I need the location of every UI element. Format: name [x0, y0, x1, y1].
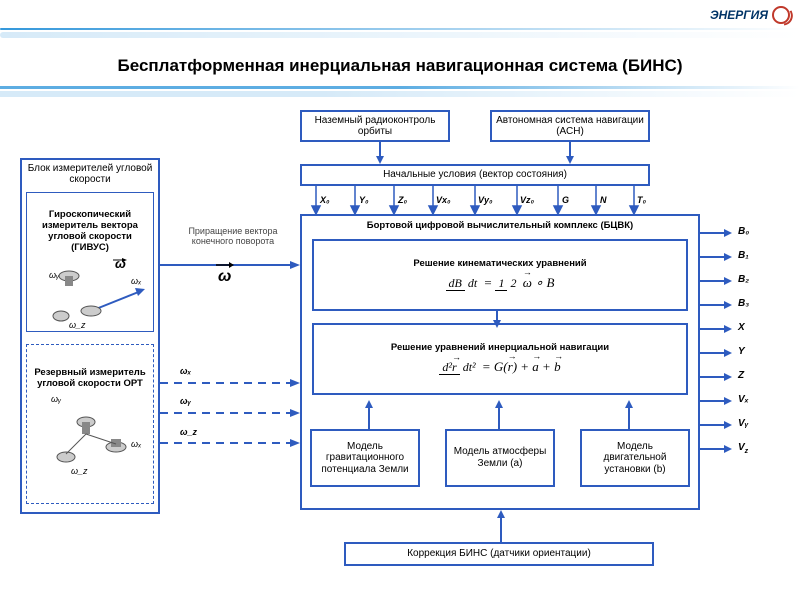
param-g: G: [562, 195, 569, 205]
box-thrust-model: Модель двигательной установки (b): [580, 429, 690, 487]
logo-text: ЭНЕРГИЯ: [710, 8, 768, 22]
box-radio-control: Наземный радиоконтроль орбиты: [300, 110, 450, 142]
bcvk-label: Бортовой цифровой вычислительный комплек…: [364, 218, 636, 235]
arrow-out-0: [700, 228, 732, 238]
label-wz: ω_z: [180, 427, 197, 437]
label-wx: ωₓ: [180, 366, 191, 376]
arrow-out-8: [700, 420, 732, 430]
arrow-out-5: [700, 348, 732, 358]
arrow-ort-wx: [160, 378, 300, 388]
arrow-out-1: [700, 252, 732, 262]
title-underline: [0, 86, 800, 89]
arrow-ort-wy: [160, 408, 300, 418]
svg-text:ωᵧ: ωᵧ: [49, 270, 60, 280]
kin-label: Решение кинематических уравнений: [413, 259, 586, 270]
box-grav-model: Модель гравитационного потенциала Земли: [310, 429, 420, 487]
box-gyro: Гироскопический измеритель вектора углов…: [26, 192, 154, 332]
arrow-out-9: [700, 444, 732, 454]
svg-text:ωₓ: ωₓ: [131, 276, 142, 286]
state-arrows: [300, 186, 650, 216]
out-label-8: Vᵧ: [738, 418, 749, 429]
box-navigation: Решение уравнений инерциальной навигации…: [312, 323, 688, 395]
param-vy0: Vу₀: [478, 195, 493, 205]
page-title: Бесплатформенная инерциальная навигацион…: [0, 56, 800, 76]
param-n: N: [600, 195, 607, 205]
sensor-block-container: Гироскопический измеритель вектора углов…: [20, 186, 160, 514]
box-initial-conditions: Начальные условия (вектор состояния): [300, 164, 650, 186]
out-label-2: B₂: [738, 274, 749, 285]
param-x0: X₀: [320, 195, 330, 205]
svg-text:ω: ω: [115, 256, 126, 271]
logo: ЭНЕРГИЯ: [710, 6, 790, 24]
out-label-3: B₃: [738, 298, 749, 309]
arrow-kin-to-nav: [490, 310, 504, 328]
arrow-radio-down: [375, 142, 385, 164]
sensor-block-title: Блок измерителей угловой скорости: [20, 158, 160, 188]
gyro-label: Гироскопический измеритель вектора углов…: [31, 208, 149, 256]
backup-label: Резервный измеритель угловой скорости ОР…: [31, 366, 149, 392]
out-label-0: B₀: [738, 226, 749, 237]
box-atm-model: Модель атмосферы Земли (a): [445, 429, 555, 487]
arrow-out-2: [700, 276, 732, 286]
arrow-ort-wz: [160, 438, 300, 448]
arrow-out-7: [700, 396, 732, 406]
out-label-6: Z: [738, 370, 744, 381]
svg-text:ω_z: ω_z: [69, 320, 86, 330]
arrow-atm-up: [492, 400, 506, 430]
label-wy: ωᵧ: [180, 396, 191, 406]
increment-label: Приращение вектора конечного поворота: [188, 226, 278, 246]
kin-equation: dBdt = 12 ω ∘ B: [446, 276, 555, 291]
out-label-4: X: [738, 322, 745, 333]
omega-vector-label: ω: [218, 268, 231, 286]
nav-equation: d²rdt² = G(r) + a + b: [439, 360, 560, 375]
param-t0: T₀: [637, 195, 646, 205]
box-backup-sensor: Резервный измеритель угловой скорости ОР…: [26, 344, 154, 504]
backup-diagram: ωᵧ ωₓ ω_z: [31, 392, 149, 482]
model-row: Модель гравитационного потенциала Земли …: [310, 429, 690, 487]
box-kinematic: Решение кинематических уравнений dBdt = …: [312, 239, 688, 311]
out-label-7: Vₓ: [738, 394, 749, 405]
svg-text:ωᵧ: ωᵧ: [51, 394, 62, 404]
header-stripe-2: [0, 32, 800, 38]
gyro-diagram: ωₓ ωᵧ ω_z ω: [31, 256, 149, 316]
svg-text:ωₓ: ωₓ: [131, 439, 142, 449]
box-correction: Коррекция БИНС (датчики ориентации): [344, 542, 654, 566]
nav-label: Решение уравнений инерциальной навигации: [391, 343, 609, 354]
arrow-out-6: [700, 372, 732, 382]
arrow-grav-up: [362, 400, 376, 430]
out-label-9: Vz: [738, 442, 748, 455]
arrow-asn-down: [565, 142, 575, 164]
param-y0: Y₀: [359, 195, 369, 205]
param-z0: Z₀: [398, 195, 407, 205]
arrow-out-3: [700, 300, 732, 310]
param-vx0: Vх₀: [436, 195, 451, 205]
param-vz0: Vz₀: [520, 195, 534, 205]
arrow-out-4: [700, 324, 732, 334]
arrow-corr-up: [494, 510, 508, 542]
title-underline-2: [0, 91, 800, 97]
svg-text:ω_z: ω_z: [71, 466, 88, 476]
header-stripe: [0, 28, 800, 30]
out-label-5: Y: [738, 346, 745, 357]
box-asn: Автономная система навигации (АСН): [490, 110, 650, 142]
arrow-thrust-up: [622, 400, 636, 430]
logo-icon: [772, 6, 790, 24]
out-label-1: B₁: [738, 250, 749, 261]
box-bcvk: Бортовой цифровой вычислительный комплек…: [300, 214, 700, 510]
